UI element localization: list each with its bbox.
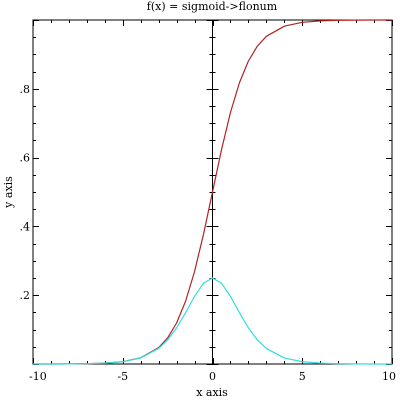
chart-title: f(x) = sigmoid->flonum (147, 0, 278, 13)
x-tick-labels: -10 -5 0 5 10 (29, 370, 396, 383)
x-tick-label: -10 (29, 370, 47, 383)
tick-marks (33, 20, 393, 365)
series-lines (32, 19, 393, 365)
x-tick-label: 0 (209, 370, 216, 383)
y-tick-label: .4 (20, 220, 31, 233)
x-tick-label: -5 (117, 370, 128, 383)
x-axis-label: x axis (196, 386, 228, 399)
y-tick-label: .6 (20, 152, 31, 165)
y-tick-label: .2 (20, 289, 31, 302)
y-tick-label: .8 (20, 83, 31, 96)
x-tick-label: 10 (382, 370, 396, 383)
series-line-2 (32, 277, 393, 365)
y-tick-labels: .2 .4 .6 .8 (20, 83, 31, 302)
y-axis-label: y axis (2, 176, 15, 209)
x-tick-label: 5 (299, 370, 306, 383)
